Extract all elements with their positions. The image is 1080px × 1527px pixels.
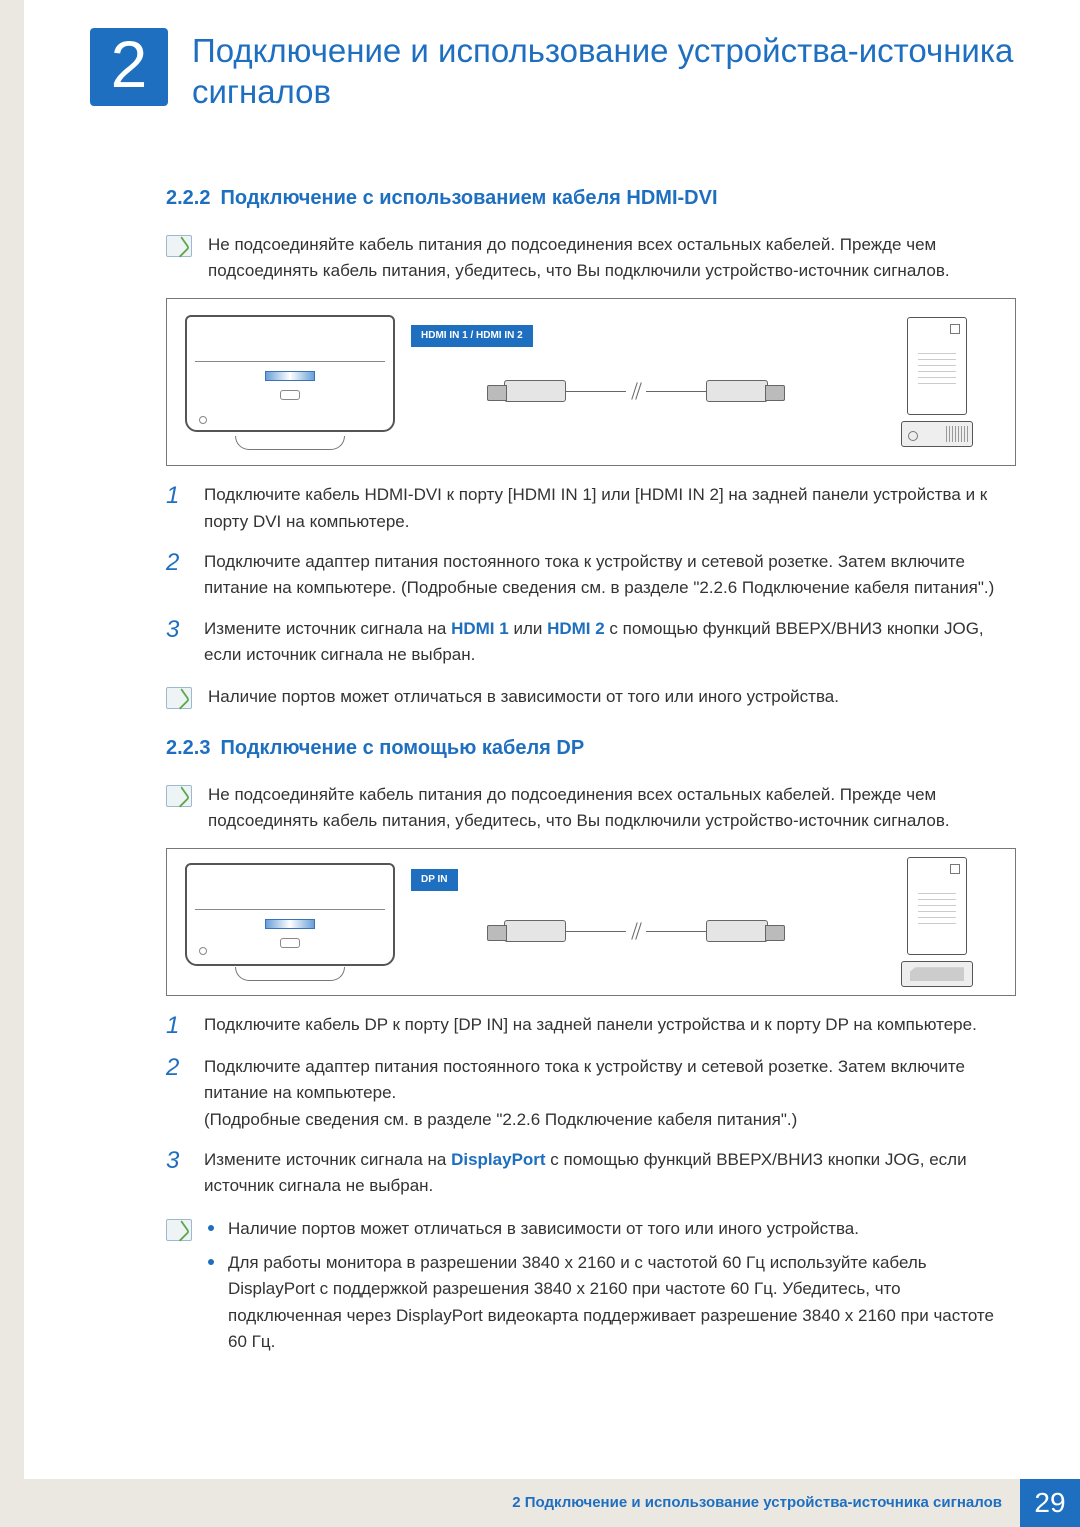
pc-illustration [877,317,997,447]
diagram-dp: DP IN [166,848,1016,996]
step-number: 1 [166,482,186,535]
bullet-dot-icon [208,1259,214,1265]
bullet-dot-icon [208,1225,214,1231]
step-body: Подключите кабель HDMI-DVI к порту [HDMI… [204,482,1016,535]
chapter-title: Подключение и использование устройства-и… [192,28,1016,113]
step: 2 Подключите адаптер питания постоянного… [166,1054,1016,1133]
step-body: Подключите кабель DP к порту [DP IN] на … [204,1012,1016,1040]
page: 2 Подключение и использование устройства… [0,0,1080,1527]
bullet-text: Наличие портов может отличаться в зависи… [228,1216,859,1242]
monitor-illustration [185,315,395,450]
footer-chapter-label: 2 Подключение и использование устройства… [0,1479,1020,1527]
section-222-number: 2.2.2 [166,187,210,209]
step: 3 Измените источник сигнала на HDMI 1 ил… [166,616,1016,669]
note-icon [166,235,192,257]
step-body: Подключите адаптер питания постоянного т… [204,1054,1016,1133]
chapter-number-badge: 2 [90,28,168,106]
note-text: Наличие портов может отличаться в зависи… [208,684,1016,710]
bullet-item: Для работы монитора в разрешении 3840 x … [208,1250,1016,1355]
step-number: 2 [166,549,186,602]
section-223-number: 2.2.3 [166,737,210,759]
step: 1 Подключите кабель HDMI-DVI к порту [HD… [166,482,1016,535]
section-222-steps: 1 Подключите кабель HDMI-DVI к порту [HD… [166,482,1016,668]
note-bullet-list: Наличие портов может отличаться в зависи… [208,1216,1016,1364]
cable-illustration [405,362,867,402]
step-number: 3 [166,616,186,669]
chapter-header: 2 Подключение и использование устройства… [90,28,1016,113]
dp-plug-icon [706,920,768,942]
section-222-heading: 2.2.2 Подключение с использованием кабеля… [166,183,1016,214]
note-text: Не подсоединяйте кабель питания до подсо… [208,782,1016,835]
note-icon [166,785,192,807]
step-body: Измените источник сигнала на HDMI 1 или … [204,616,1016,669]
section-222-note-top: Не подсоединяйте кабель питания до подсо… [166,232,1016,285]
section-223-heading: 2.2.3 Подключение с помощью кабеля DP [166,733,1016,764]
note-text: Не подсоединяйте кабель питания до подсо… [208,232,1016,285]
section-222-note-bottom: Наличие портов может отличаться в зависи… [166,684,1016,710]
section-222-title: Подключение с использованием кабеля HDMI… [220,187,717,209]
footer-page-number: 29 [1020,1479,1080,1527]
dp-plug-icon [504,920,566,942]
step-number: 3 [166,1147,186,1200]
step: 2 Подключите адаптер питания постоянного… [166,549,1016,602]
port-label-dp: DP IN [411,869,458,891]
section-223-title: Подключение с помощью кабеля DP [220,737,584,759]
dvi-port-icon [901,421,973,447]
dp-port-icon [901,961,973,987]
dvi-plug-icon [706,380,768,402]
step-number: 2 [166,1054,186,1133]
bullet-item: Наличие портов может отличаться в зависи… [208,1216,1016,1242]
monitor-illustration [185,863,395,981]
step-number: 1 [166,1012,186,1040]
note-icon [166,687,192,709]
hdmi-plug-icon [504,380,566,402]
note-icon [166,1219,192,1241]
section-223-note-bullets: Наличие портов может отличаться в зависи… [166,1216,1016,1364]
step: 1 Подключите кабель DP к порту [DP IN] н… [166,1012,1016,1040]
diagram-hdmi-dvi: HDMI IN 1 / HDMI IN 2 [166,298,1016,466]
step: 3 Измените источник сигнала на DisplayPo… [166,1147,1016,1200]
pc-illustration [877,857,997,987]
step-body: Подключите адаптер питания постоянного т… [204,549,1016,602]
cable-illustration [405,902,867,942]
section-223-note-top: Не подсоединяйте кабель питания до подсо… [166,782,1016,835]
bullet-text: Для работы монитора в разрешении 3840 x … [228,1250,1016,1355]
page-footer: 2 Подключение и использование устройства… [0,1479,1080,1527]
port-label-hdmi: HDMI IN 1 / HDMI IN 2 [411,325,533,347]
step-body: Измените источник сигнала на DisplayPort… [204,1147,1016,1200]
section-223-steps: 1 Подключите кабель DP к порту [DP IN] н… [166,1012,1016,1199]
